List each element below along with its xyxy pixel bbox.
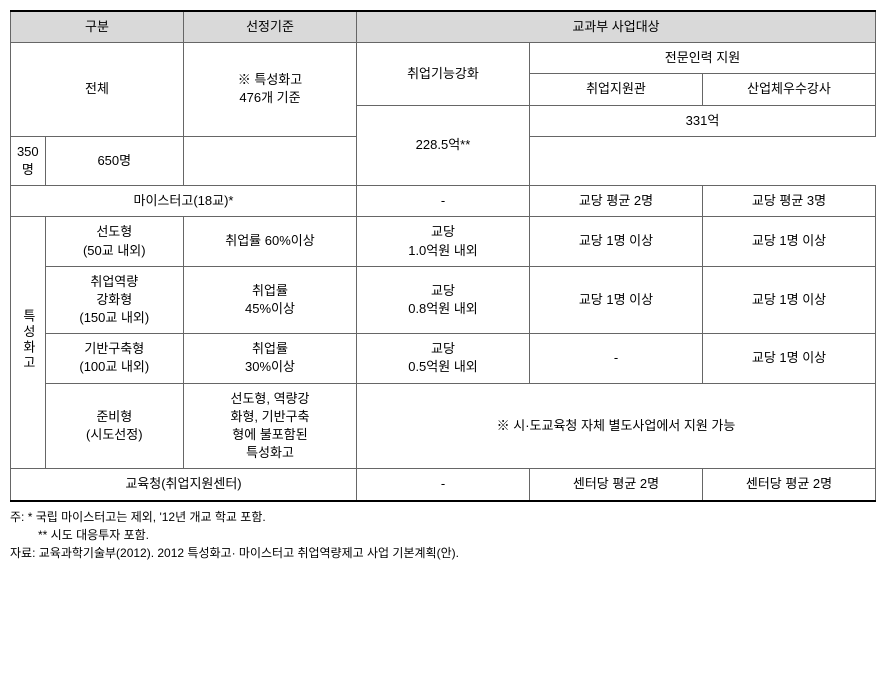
row-leading-support: 교당 1명 이상	[529, 217, 702, 266]
subheader-support-officer: 취업지원관	[529, 74, 702, 105]
row-office-strengthen: -	[356, 469, 529, 501]
row-leading-strengthen: 교당 1.0억원 내외	[356, 217, 529, 266]
row-capacity-support: 교당 1명 이상	[529, 266, 702, 334]
subheader-company-instructor: 산업체우수강사	[702, 74, 875, 105]
total-budget: 228.5억**	[356, 105, 529, 186]
row-office-instructor: 센터당 평균 2명	[702, 469, 875, 501]
total-specialist: 331억	[529, 105, 875, 136]
subheader-specialist: 전문인력 지원	[529, 43, 875, 74]
row-capacity-label: 취업역량 강화형 (150교 내외)	[45, 266, 183, 334]
footnotes: 주: * 국립 마이스터고는 제외, '12년 개교 학교 포함. ** 시도 …	[10, 508, 876, 562]
row-capacity-instructor: 교당 1명 이상	[702, 266, 875, 334]
footnote-2: ** 시도 대응투자 포함.	[10, 526, 876, 544]
row-leading-criteria: 취업률 60%이상	[183, 217, 356, 266]
row-office-support: 센터당 평균 2명	[529, 469, 702, 501]
row-preparatory-label: 준비형 (시도선정)	[45, 383, 183, 469]
row-total-criteria: ※ 특성화고 476개 기준	[183, 43, 356, 137]
row-meister-label: 마이스터고(18교)*	[11, 186, 357, 217]
row-foundation-label: 기반구축형 (100교 내외)	[45, 334, 183, 383]
header-category: 구분	[11, 11, 184, 43]
footnote-1: 주: * 국립 마이스터고는 제외, '12년 개교 학교 포함.	[10, 508, 876, 526]
row-meister-strengthen: -	[356, 186, 529, 217]
row-specialized-label: 특성화고	[11, 217, 46, 469]
row-meister-instructor: 교당 평균 3명	[702, 186, 875, 217]
row-leading-label: 선도형 (50교 내외)	[45, 217, 183, 266]
header-target: 교과부 사업대상	[356, 11, 875, 43]
row-office-label: 교육청(취업지원센터)	[11, 469, 357, 501]
footnote-source: 자료: 교육과학기술부(2012). 2012 특성화고· 마이스터고 취업역량…	[10, 544, 876, 562]
row-meister-support: 교당 평균 2명	[529, 186, 702, 217]
row-preparatory-criteria: 선도형, 역량강 화형, 기반구축 형에 불포함된 특성화고	[183, 383, 356, 469]
row-foundation-support: -	[529, 334, 702, 383]
row-foundation-criteria: 취업률 30%이상	[183, 334, 356, 383]
row-leading-instructor: 교당 1명 이상	[702, 217, 875, 266]
total-instructor-count: 650명	[45, 136, 183, 185]
subheader-strengthen: 취업기능강화	[356, 43, 529, 105]
row-capacity-criteria: 취업률 45%이상	[183, 266, 356, 334]
header-criteria: 선정기준	[183, 11, 356, 43]
row-capacity-strengthen: 교당 0.8억원 내외	[356, 266, 529, 334]
row-preparatory-note: ※ 시·도교육청 자체 별도사업에서 지원 가능	[356, 383, 875, 469]
total-support-count: 350명	[11, 136, 46, 185]
row-foundation-instructor: 교당 1명 이상	[702, 334, 875, 383]
policy-table: 구분 선정기준 교과부 사업대상 전체 ※ 특성화고 476개 기준 취업기능강…	[10, 10, 876, 502]
row-foundation-strengthen: 교당 0.5억원 내외	[356, 334, 529, 383]
row-total-label: 전체	[11, 43, 184, 137]
